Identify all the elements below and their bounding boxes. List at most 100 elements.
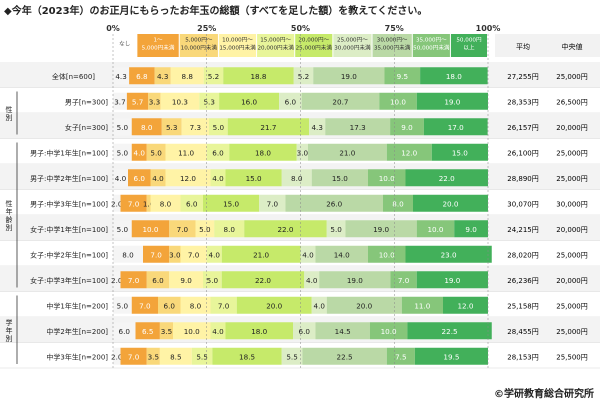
data-label: 19.0	[347, 276, 363, 285]
bar-segment	[301, 92, 380, 110]
bar-segment	[384, 67, 421, 85]
bar-segment	[148, 92, 161, 110]
group-label: 学	[6, 318, 13, 327]
x-tick-label: 50%	[291, 24, 310, 33]
bar-segment	[319, 271, 391, 289]
median-value: 25,000円	[556, 302, 588, 310]
copyright-label: ©学研教育総合研究所	[494, 389, 594, 400]
median-value: 25,000円	[556, 73, 588, 81]
bar-segment	[390, 271, 417, 289]
bar-segment	[159, 322, 173, 340]
average-value: 30,070円	[507, 200, 539, 208]
bar-segment	[113, 296, 132, 314]
legend-label: 30,000円未満	[334, 44, 371, 52]
legend-swatch	[218, 34, 257, 57]
group-label: 別	[6, 113, 13, 122]
bar-segment	[206, 245, 222, 263]
bar-segment	[180, 296, 211, 314]
bar-segment	[227, 118, 310, 136]
legend-label: 20,000円～	[298, 37, 329, 44]
data-label: 6.8	[136, 72, 148, 81]
median-value: 25,500円	[556, 353, 588, 361]
data-label: 12.0	[401, 148, 417, 157]
data-label: 9.0	[180, 276, 192, 285]
x-tick-label: 75%	[385, 24, 404, 33]
data-label: 18.5	[239, 352, 255, 361]
bar-segment	[326, 220, 346, 238]
legend-label: 10,000円未満	[181, 44, 218, 52]
bar-segment	[386, 143, 432, 161]
data-label: 2.0	[111, 276, 123, 285]
data-label: 8.0	[160, 199, 172, 208]
average-value: 24,215円	[507, 226, 539, 234]
bar-segment	[113, 347, 121, 365]
bar-segment	[131, 296, 158, 314]
data-label: 7.0	[128, 352, 140, 361]
data-label: 7.0	[218, 301, 230, 310]
data-label: 17.0	[448, 123, 464, 132]
bar-segment	[154, 67, 171, 85]
data-label: 5.0	[330, 225, 342, 234]
bar-segment	[369, 322, 408, 340]
bar-segment	[181, 118, 209, 136]
bar-segment	[180, 194, 203, 212]
data-label: 4.0	[212, 327, 224, 336]
bar-segment	[206, 143, 230, 161]
data-label: 3.0	[169, 250, 181, 259]
bar-segment	[126, 92, 149, 110]
bar-segment	[420, 67, 488, 85]
data-label: 20.0	[266, 301, 282, 310]
bar-segment	[169, 220, 196, 238]
data-label: 6.0	[119, 327, 131, 336]
data-label: 8.0	[224, 225, 236, 234]
legend-label: 35,000円～	[416, 37, 447, 44]
category-label: 男子:中学3年生[n=100]	[30, 199, 108, 208]
bar-segment	[302, 347, 387, 365]
bar-segment	[296, 143, 308, 161]
data-label: 23.0	[441, 250, 457, 259]
bar-segment	[128, 169, 151, 187]
bar-segment	[345, 220, 417, 238]
bar-segment	[191, 347, 213, 365]
legend-label: 15,000円～	[260, 37, 291, 44]
average-value: 25,158円	[507, 302, 539, 310]
bar-segment	[113, 67, 130, 85]
data-label: 20.0	[356, 301, 372, 310]
data-label: 12.0	[180, 174, 196, 183]
data-label: 3.0	[297, 148, 309, 157]
data-label: 9.0	[401, 123, 413, 132]
data-label: 4.3	[157, 72, 168, 81]
bar-segment	[423, 118, 488, 136]
data-label: 5.2	[208, 72, 219, 81]
bar-segment	[413, 194, 488, 212]
bar-segment	[401, 296, 443, 314]
average-value: 28,890円	[507, 175, 539, 183]
bar-segment	[170, 67, 204, 85]
bar-segment	[135, 322, 160, 340]
group-label: 性	[6, 105, 13, 114]
bar-segment	[229, 143, 297, 161]
bar-segment	[131, 118, 162, 136]
median-value: 30,000円	[556, 200, 588, 208]
bar-segment	[368, 169, 406, 187]
category-label: 女子:中学2年生[n=100]	[30, 250, 108, 259]
bar-segment	[161, 118, 182, 136]
bar-segment	[416, 92, 488, 110]
data-label: 6.0	[285, 97, 297, 106]
data-label: 2.0	[111, 199, 123, 208]
bar-segment	[210, 322, 226, 340]
bar-segment	[383, 194, 413, 212]
data-label: 15.0	[246, 174, 262, 183]
data-label: 7.0	[267, 199, 279, 208]
bar-segment	[416, 220, 455, 238]
average-value: 28,020円	[507, 251, 539, 259]
bar-segment	[113, 118, 132, 136]
data-label: 4.0	[152, 174, 164, 183]
data-label: 15.0	[223, 199, 239, 208]
bar-segment	[150, 169, 166, 187]
data-label: 5.0	[150, 148, 162, 157]
bar-segment	[315, 245, 368, 263]
group-label: 性	[6, 199, 13, 208]
legend-label: 50,000円	[456, 37, 482, 44]
bar-segment	[313, 67, 385, 85]
